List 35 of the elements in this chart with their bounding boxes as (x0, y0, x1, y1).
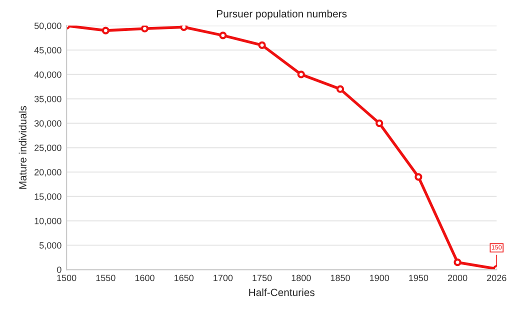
y-tick-label: 0 (57, 266, 62, 273)
x-tick-label: 1750 (252, 274, 272, 282)
y-tick-label: 30,000 (34, 120, 62, 128)
point (414, 173, 422, 181)
y-tick-label: 5,000 (39, 242, 62, 250)
point (376, 119, 384, 128)
y-tick-label: 20,000 (34, 169, 62, 176)
y-tick-label: 10,000 (34, 218, 62, 226)
y-tick-label: 25,000 (34, 144, 62, 152)
x-tick-label: 1600 (135, 274, 154, 282)
x-tick-label: 1700 (214, 274, 233, 282)
y-tick-label: 50,000 (34, 22, 62, 30)
point (140, 26, 149, 32)
point (219, 32, 227, 40)
x-tick-label: 2026 (487, 274, 506, 282)
y-tick-label: 45,000 (34, 47, 62, 54)
x-tick-label: 1650 (174, 274, 194, 282)
y-tick-label: 35,000 (34, 96, 62, 104)
x-tick-label: 1550 (96, 274, 116, 282)
point (102, 26, 110, 34)
x-axis-title: Half-Centuries (249, 288, 315, 296)
chart-title: Pursuer population numbers (217, 10, 347, 20)
y-tick-label: 15,000 (34, 193, 62, 201)
point (336, 85, 344, 93)
point (258, 41, 266, 50)
y-tick-label: 40,000 (34, 71, 62, 79)
x-tick-label: 1800 (292, 274, 311, 282)
point (454, 258, 462, 266)
y-axis-title: Mature individuals (18, 106, 26, 189)
x-tick-label: 1900 (370, 274, 390, 282)
x-tick-label: 1850 (330, 274, 350, 282)
x-tick-label: 1500 (57, 274, 76, 282)
x-tick-label: 1950 (409, 274, 428, 282)
point (297, 70, 305, 78)
x-tick-label: 2000 (448, 274, 468, 282)
